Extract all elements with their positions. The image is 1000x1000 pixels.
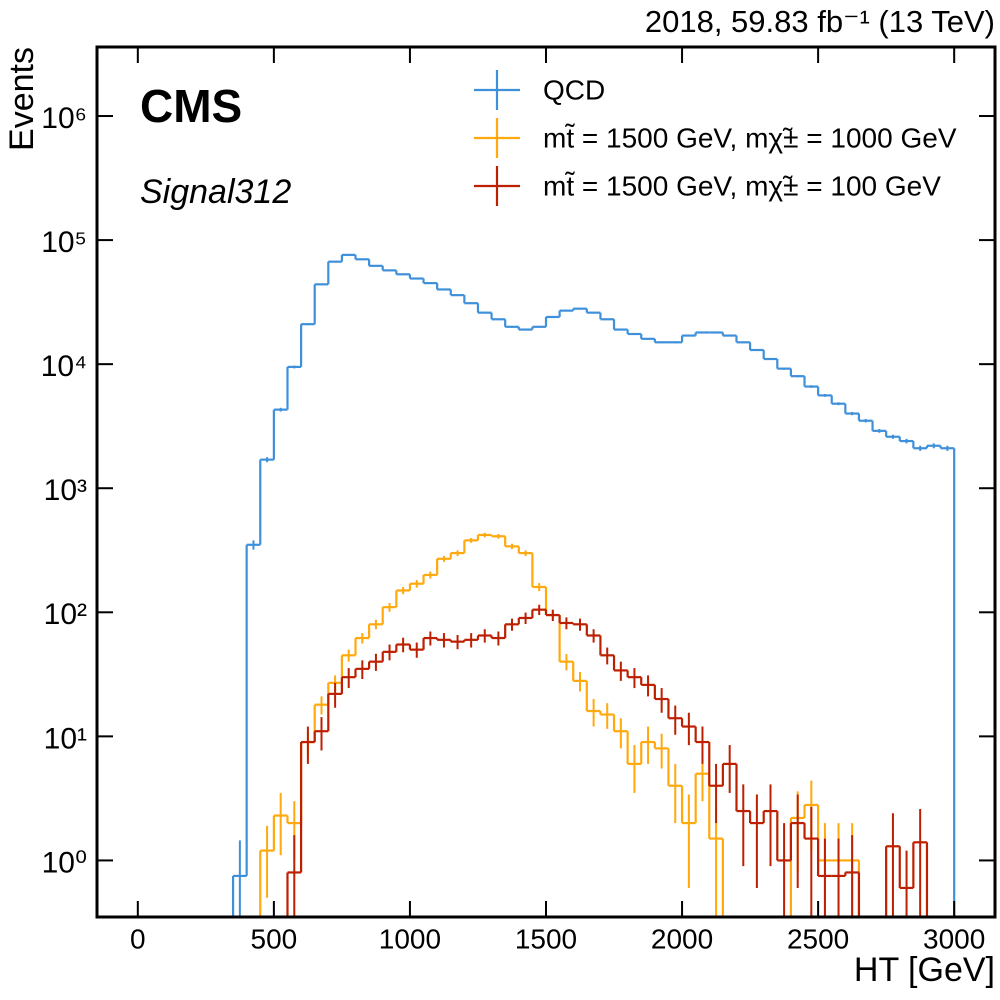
y-tick-label: 10⁴ [41,350,87,383]
experiment-label: CMS [140,80,242,132]
x-tick-label: 1500 [515,923,577,954]
legend-label: QCD [543,74,605,105]
x-tick-label: 1000 [379,923,441,954]
x-axis-label: HT [GeV] [854,951,995,989]
y-tick-label: 10¹ [44,722,87,755]
x-tick-label: 3000 [923,923,985,954]
plot-area [231,253,956,917]
y-tick-label: 10⁰ [42,846,87,879]
x-tick-label: 2000 [651,923,713,954]
x-tick-label: 2500 [787,923,849,954]
y-tick-label: 10³ [44,474,87,507]
y-tick-label: 10² [44,598,87,631]
legend-label: mt̃ = 1500 GeV, mχ̃± = 100 GeV [543,170,941,201]
x-tick-label: 0 [130,923,146,954]
y-tick-label: 10⁶ [41,102,87,135]
chart-title: 2018, 59.83 fb⁻¹ (13 TeV) [645,4,995,39]
y-tick-label: 10⁵ [41,226,87,259]
subtitle: Signal312 [140,173,291,211]
y-axis-label: Events [3,47,41,151]
x-tick-label: 500 [251,923,298,954]
legend-label: mt̃ = 1500 GeV, mχ̃± = 1000 GeV [543,122,957,153]
